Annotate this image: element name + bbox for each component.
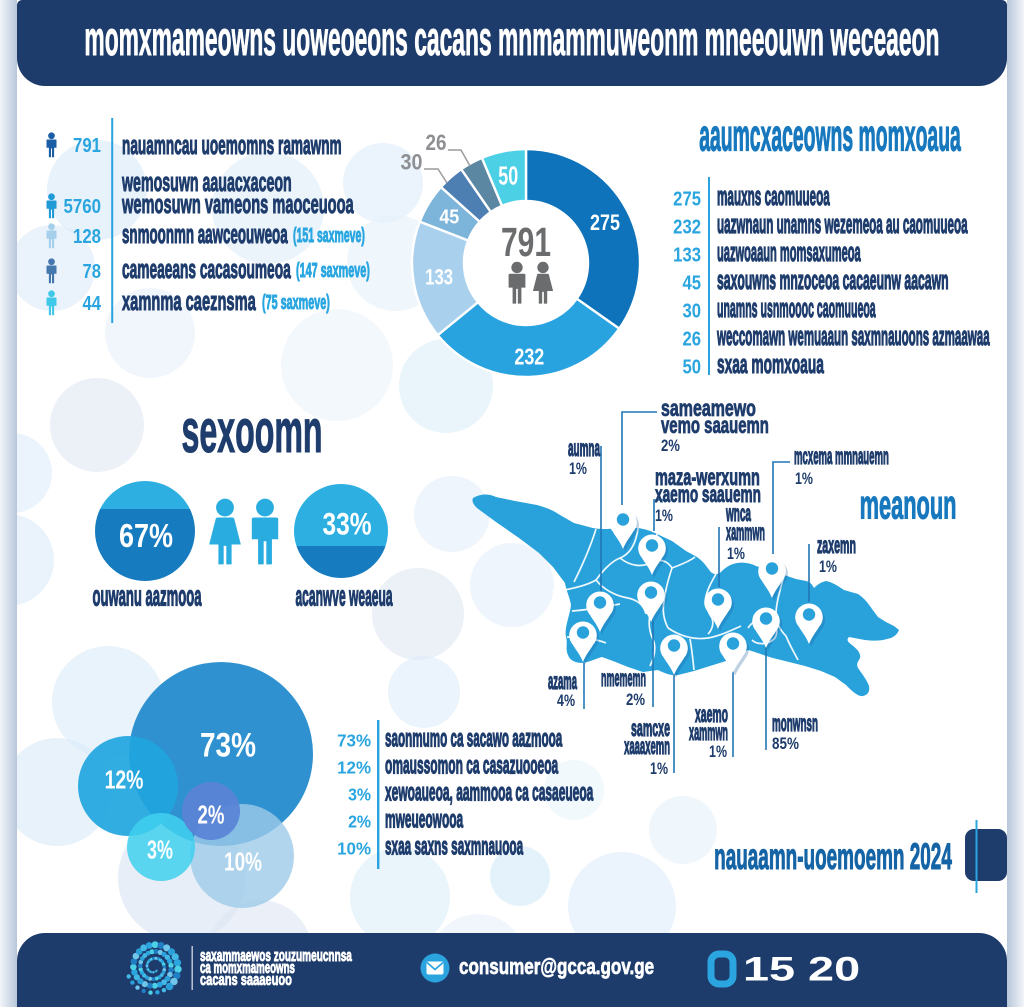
svg-text:wemosuwn vameons maoceuooa: wemosuwn vameons maoceuooa xyxy=(121,188,354,219)
svg-text:sameamewo: sameamewo xyxy=(661,396,756,422)
svg-text:44: 44 xyxy=(82,292,101,315)
svg-text:mauxns caomuueoa: mauxns caomuueoa xyxy=(717,182,830,212)
svg-text:33%: 33% xyxy=(322,505,371,541)
svg-text:cameaeans cacasoumeoa: cameaeans cacasoumeoa xyxy=(122,254,291,284)
svg-text:10%: 10% xyxy=(224,846,262,876)
svg-text:275: 275 xyxy=(673,187,701,210)
svg-text:10%: 10% xyxy=(337,838,371,859)
svg-text:45: 45 xyxy=(439,206,459,228)
svg-text:nmememn: nmememn xyxy=(601,665,646,691)
svg-text:xammwn: xammwn xyxy=(726,519,765,545)
svg-text:1%: 1% xyxy=(727,545,745,563)
svg-text:saxammaewos zouzumeucnnsa: saxammaewos zouzumeucnnsa xyxy=(200,947,352,965)
svg-text:1%: 1% xyxy=(795,470,813,488)
svg-text:monwnsn: monwnsn xyxy=(772,710,818,736)
svg-text:45: 45 xyxy=(682,271,701,294)
svg-text:xaaaxemn: xaaaxemn xyxy=(624,733,670,759)
svg-text:2%: 2% xyxy=(348,812,371,832)
svg-text:275: 275 xyxy=(590,211,620,235)
svg-text:128: 128 xyxy=(73,225,101,248)
svg-text:2%: 2% xyxy=(661,438,680,456)
svg-text:samcxe: samcxe xyxy=(631,715,670,741)
svg-text:15 20: 15 20 xyxy=(743,950,860,988)
svg-text:azama: azama xyxy=(548,668,577,694)
svg-text:weccomawn wemuaaun saxmnauoons: weccomawn wemuaaun saxmnauoons azmaawaa xyxy=(716,322,989,352)
svg-text:133: 133 xyxy=(673,243,701,266)
svg-text:omaussomon ca casazuooeoa: omaussomon ca casazuooeoa xyxy=(385,752,559,780)
svg-text:saonmumo ca sacawo aazmooa: saonmumo ca sacawo aazmooa xyxy=(385,725,562,753)
svg-text:78: 78 xyxy=(82,260,101,283)
svg-text:sexoomn: sexoomn xyxy=(181,397,322,466)
svg-text:ouwanu aazmooa: ouwanu aazmooa xyxy=(92,580,201,612)
svg-text:3%: 3% xyxy=(348,785,371,805)
svg-text:cacans saaaeuoo: cacans saaaeuoo xyxy=(200,970,292,989)
svg-text:73%: 73% xyxy=(337,730,371,751)
svg-text:uazwoaaun momsaxumeoa: uazwoaaun momsaxumeoa xyxy=(717,237,861,267)
svg-text:maza-werxumn: maza-werxumn xyxy=(655,466,760,491)
svg-text:232: 232 xyxy=(673,215,701,238)
svg-text:50: 50 xyxy=(682,355,701,378)
svg-text:consumer@gcca.gov.ge: consumer@gcca.gov.ge xyxy=(459,955,654,980)
svg-text:67%: 67% xyxy=(119,519,173,555)
svg-text:4%: 4% xyxy=(557,692,575,710)
svg-text:73%: 73% xyxy=(200,726,256,764)
svg-text:(147 saxmeve): (147 saxmeve) xyxy=(296,260,370,282)
svg-text:1%: 1% xyxy=(650,760,668,778)
svg-text:ca momxmameowns: ca momxmameowns xyxy=(200,959,295,977)
svg-text:(75 saxmeve): (75 saxmeve) xyxy=(262,292,330,314)
svg-text:mcxema mmnauemn: mcxema mmnauemn xyxy=(794,443,889,469)
svg-text:1%: 1% xyxy=(819,558,837,576)
svg-text:xaemo: xaemo xyxy=(695,701,728,727)
svg-text:uazwnaun unamns wezemeoa au ca: uazwnaun unamns wezemeoa au caomuueoa xyxy=(717,210,968,240)
svg-text:(151 saxmeve): (151 saxmeve) xyxy=(293,225,365,248)
svg-text:unamns usnmoooc caomuueoa: unamns usnmoooc caomuueoa xyxy=(717,293,876,323)
svg-text:50: 50 xyxy=(498,161,518,190)
svg-text:snmoonmn aawceouweoa: snmoonmn aawceouweoa xyxy=(122,219,288,249)
svg-text:vemo saauemn: vemo saauemn xyxy=(661,413,769,439)
svg-text:26: 26 xyxy=(426,131,447,156)
svg-text:85%: 85% xyxy=(772,735,799,754)
svg-text:30: 30 xyxy=(682,299,701,322)
svg-text:133: 133 xyxy=(425,266,453,291)
svg-text:xewoaueoa, aammooa ca casaeueo: xewoaueoa, aammooa ca casaeueoa xyxy=(385,779,594,807)
svg-text:5760: 5760 xyxy=(63,195,101,218)
svg-text:acanwve weaeua: acanwve weaeua xyxy=(295,579,392,612)
svg-text:1%: 1% xyxy=(709,743,727,761)
svg-text:sxaa momxoaua: sxaa momxoaua xyxy=(717,349,825,379)
svg-text:nauaamn-uoemoemn 2024: nauaamn-uoemoemn 2024 xyxy=(714,838,952,878)
svg-text:26: 26 xyxy=(682,327,701,350)
svg-text:aaumcxaceowns momxoaua: aaumcxaceowns momxoaua xyxy=(699,112,961,161)
svg-text:nauamncau uoemomns ramawnm: nauamncau uoemomns ramawnm xyxy=(122,130,342,160)
svg-text:1%: 1% xyxy=(655,507,673,525)
svg-text:aumna: aumna xyxy=(568,435,600,461)
svg-text:xamnma caeznsma: xamnma caeznsma xyxy=(122,285,256,316)
svg-text:232: 232 xyxy=(514,344,544,370)
svg-text:2%: 2% xyxy=(626,692,645,710)
svg-text:3%: 3% xyxy=(147,835,173,864)
svg-text:saxouwns mnzoceoa cacaeunw aac: saxouwns mnzoceoa cacaeunw aacawn xyxy=(717,266,949,296)
svg-text:1%: 1% xyxy=(569,460,587,478)
svg-text:wnca: wnca xyxy=(725,500,751,526)
svg-text:12%: 12% xyxy=(337,757,371,778)
svg-text:xammwn: xammwn xyxy=(689,719,728,745)
svg-text:xaemo saauemn: xaemo saauemn xyxy=(655,483,761,509)
svg-text:30: 30 xyxy=(401,151,423,175)
svg-text:12%: 12% xyxy=(105,765,144,794)
svg-text:791: 791 xyxy=(501,218,551,265)
svg-text:791: 791 xyxy=(73,134,101,157)
svg-text:wemosuwn aauacxaceon: wemosuwn aauacxaceon xyxy=(121,166,291,197)
svg-text:sxaa saxns saxmnauooa: sxaa saxns saxmnauooa xyxy=(385,833,523,861)
svg-text:2%: 2% xyxy=(198,799,225,829)
svg-text:zaxemn: zaxemn xyxy=(817,532,856,558)
svg-text:mweueowooa: mweueowooa xyxy=(385,806,464,834)
svg-text:meanoun: meanoun xyxy=(860,482,957,527)
